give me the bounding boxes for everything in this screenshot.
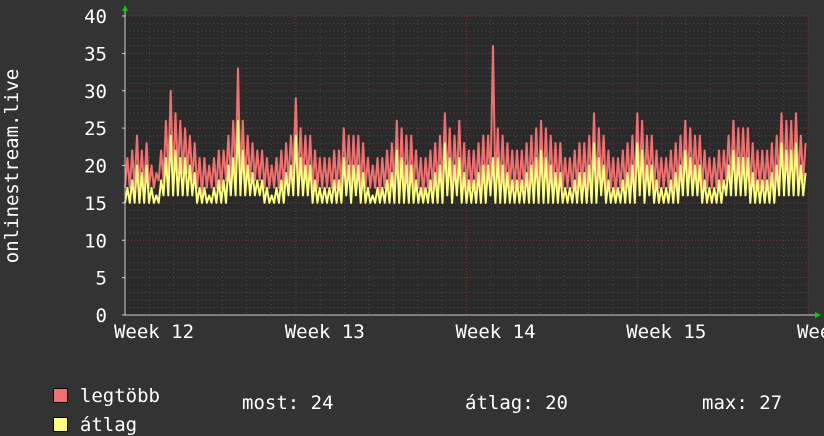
y-tick-label: 5 (96, 268, 107, 290)
x-tick-label: Week 13 (285, 321, 365, 343)
x-tick-label: Week 12 (114, 321, 194, 343)
legend-label-max: legtöbb (79, 385, 160, 407)
series-line-1 (124, 119, 807, 204)
stat-max: max: 27 (702, 392, 783, 414)
y-axis-arrow (122, 5, 128, 11)
x-tick-label: Week 15 (626, 321, 706, 343)
series-group (124, 44, 807, 204)
y-tick-label: 20 (84, 156, 107, 178)
stat-average: átlag: 20 (465, 392, 568, 414)
axes (122, 5, 821, 318)
y-tick-label: 15 (84, 193, 107, 215)
y-tick-label: 40 (84, 6, 107, 28)
x-axis-arrow (815, 312, 821, 318)
legend-item-max: legtöbb (30, 363, 160, 407)
x-tick-label: Week 16 (797, 321, 824, 343)
line-chart: 0 5 10 15 20 25 30 35 40 Week 12 Week 13 Week 14 Wee… (1, 5, 824, 343)
legend-swatch-max (52, 388, 68, 403)
y-tick-label: 35 (84, 43, 107, 65)
y-tick-label: 30 (84, 81, 107, 103)
legend-item-avg: átlag (30, 392, 137, 436)
x-tick-label: Week 14 (455, 321, 535, 343)
series-line-0 (124, 44, 807, 197)
y-tick-label: 10 (84, 230, 107, 252)
tick-labels: 0 5 10 15 20 25 30 35 40 Week 12 Week 13 Week 14 Wee… (84, 6, 824, 343)
y-tick-label: 25 (84, 118, 107, 140)
y-tick-label: 0 (96, 305, 107, 327)
stat-now: most: 24 (242, 392, 334, 414)
y-axis-label: onlinestream.live (1, 69, 23, 263)
legend-label-avg: átlag (79, 414, 138, 436)
